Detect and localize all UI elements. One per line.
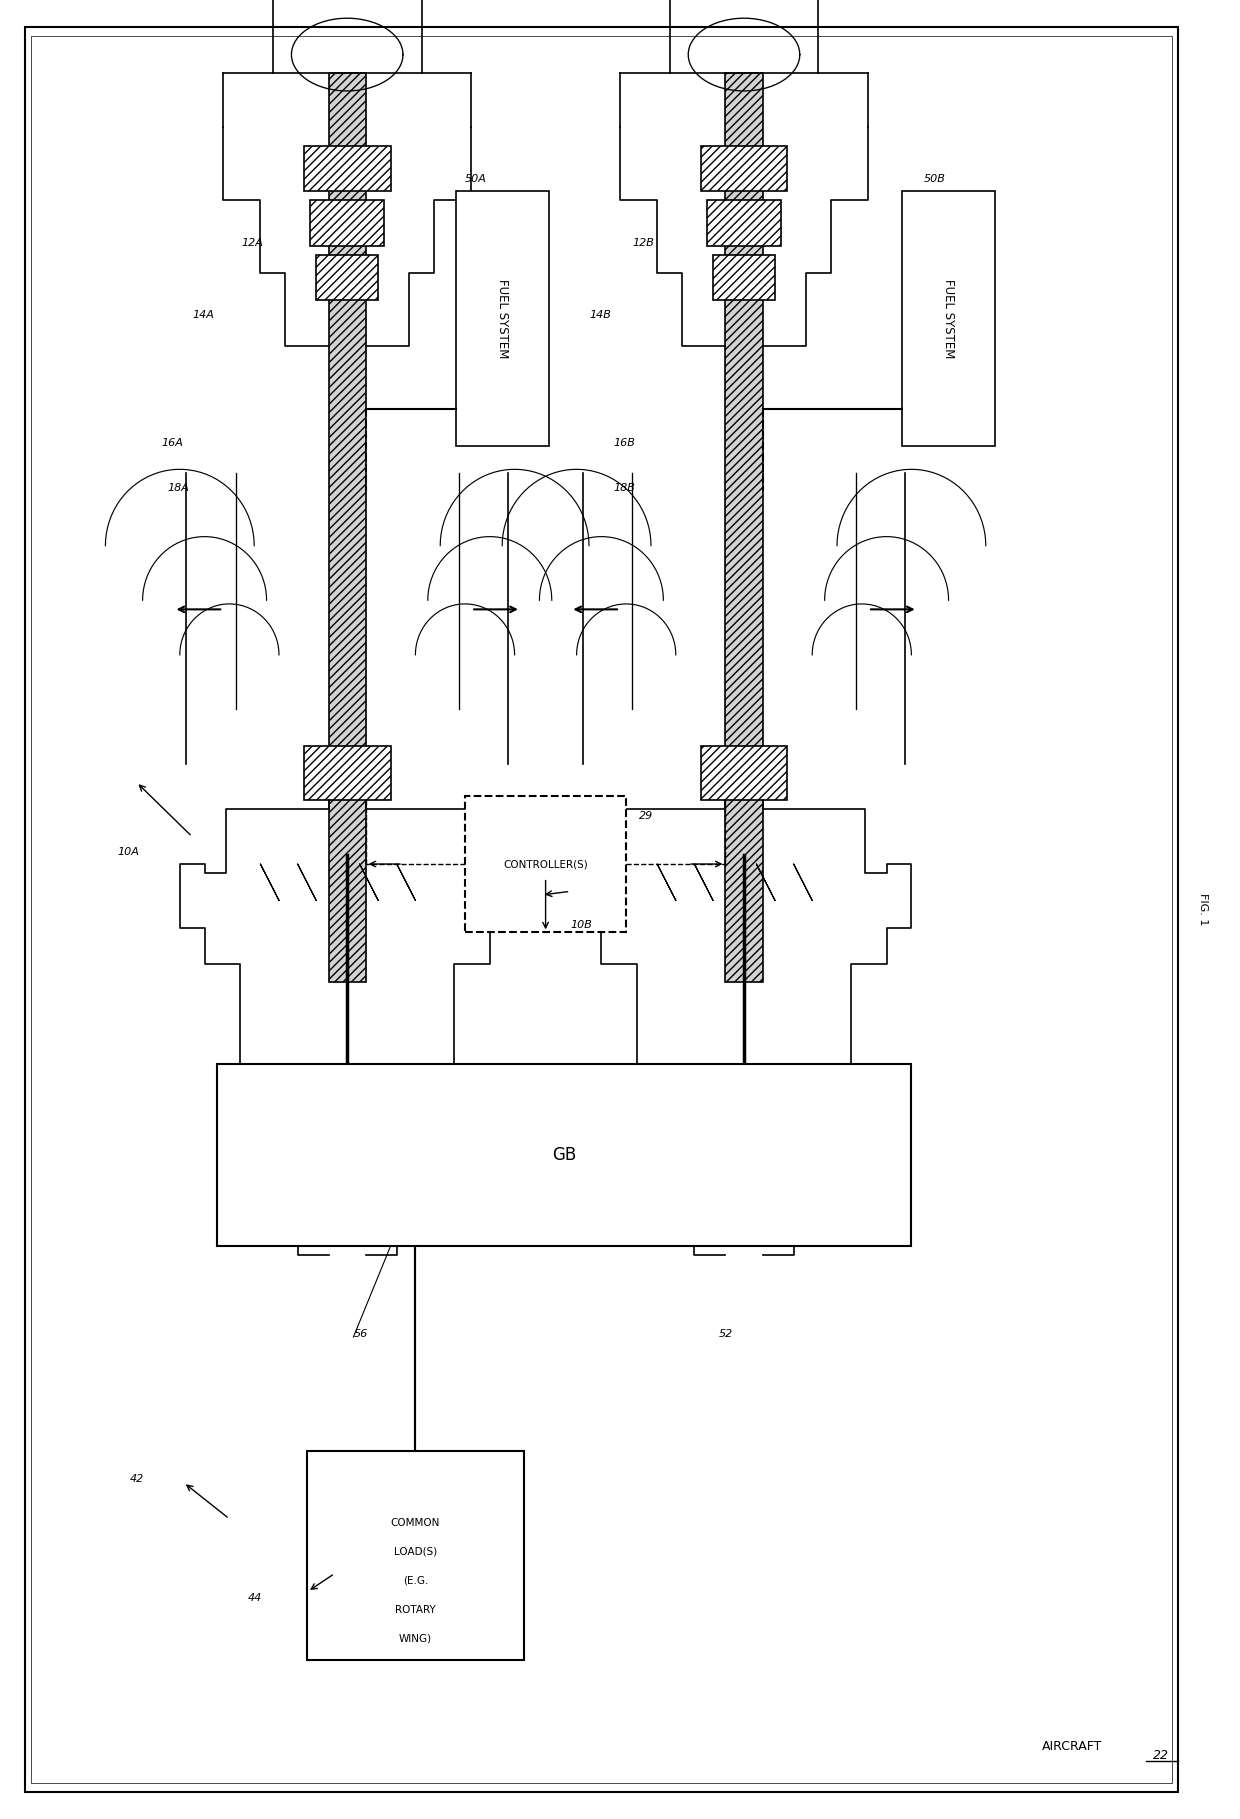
Bar xyxy=(329,73,366,982)
Text: 16A: 16A xyxy=(161,438,184,447)
Text: AIRCRAFT: AIRCRAFT xyxy=(1042,1741,1102,1754)
Bar xyxy=(707,200,781,246)
Bar xyxy=(217,1064,911,1246)
Bar xyxy=(304,746,391,800)
Text: 52: 52 xyxy=(719,1330,733,1339)
Text: 18B: 18B xyxy=(614,484,636,493)
Bar xyxy=(308,1452,523,1659)
Text: 56: 56 xyxy=(353,1330,367,1339)
Bar xyxy=(713,255,775,300)
Bar xyxy=(310,200,384,246)
Bar xyxy=(465,797,626,931)
Bar xyxy=(316,255,378,300)
Bar xyxy=(701,746,787,800)
Text: 18A: 18A xyxy=(167,484,190,493)
Text: ROTARY: ROTARY xyxy=(396,1604,435,1615)
Text: 16B: 16B xyxy=(614,438,636,447)
Text: COMMON: COMMON xyxy=(391,1517,440,1528)
Text: 10B: 10B xyxy=(570,920,593,930)
Bar xyxy=(903,191,994,446)
Text: 50B: 50B xyxy=(924,175,946,184)
Text: 50A: 50A xyxy=(465,175,487,184)
Bar xyxy=(304,146,391,191)
Text: GB: GB xyxy=(552,1146,577,1164)
Text: 29: 29 xyxy=(639,811,652,820)
Bar xyxy=(701,146,787,191)
Text: 10A: 10A xyxy=(118,848,140,857)
Text: CONTROLLER(S): CONTROLLER(S) xyxy=(503,859,588,869)
Bar xyxy=(456,191,549,446)
Text: 42: 42 xyxy=(130,1475,144,1484)
Text: (E.G.: (E.G. xyxy=(403,1575,428,1586)
Bar xyxy=(725,73,763,982)
Text: FUEL SYSTEM: FUEL SYSTEM xyxy=(496,278,508,358)
Text: WING): WING) xyxy=(399,1633,432,1644)
Text: 44: 44 xyxy=(248,1593,262,1603)
Text: 12B: 12B xyxy=(632,238,655,247)
Text: 14A: 14A xyxy=(192,311,215,320)
Text: LOAD(S): LOAD(S) xyxy=(394,1546,436,1557)
Text: FUEL SYSTEM: FUEL SYSTEM xyxy=(942,278,955,358)
Text: 12A: 12A xyxy=(242,238,264,247)
Text: 22: 22 xyxy=(1153,1750,1169,1763)
Text: 14B: 14B xyxy=(589,311,611,320)
Text: FIG. 1: FIG. 1 xyxy=(1198,893,1208,926)
